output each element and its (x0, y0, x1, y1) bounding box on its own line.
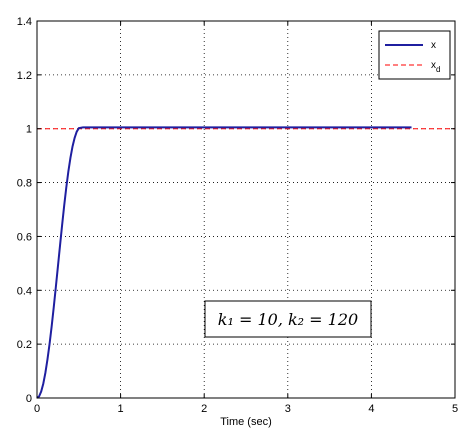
y-tick-label: 0.4 (17, 285, 32, 297)
annotation: k₁ = 10, k₂ = 120 (204, 300, 372, 338)
annotation-box (204, 300, 372, 338)
x-tick-label: 2 (201, 403, 207, 415)
x-tick-label: 1 (118, 403, 124, 415)
y-tick-labels: 0 0.2 0.4 0.6 0.8 1 1.2 1.4 (17, 16, 32, 405)
legend-label-x: x (431, 40, 436, 51)
x-axis-label: Time (sec) (220, 416, 272, 428)
legend: x xd (378, 30, 451, 80)
y-tick-label: 0.2 (17, 339, 32, 351)
y-tick-label: 1 (26, 124, 32, 136)
x-tick-label: 4 (368, 403, 374, 415)
tick-marks (36, 20, 456, 399)
x-tick-labels: 0 1 2 3 4 5 (34, 403, 458, 415)
y-tick-label: 0 (26, 393, 32, 405)
y-tick-label: 1.2 (17, 70, 32, 82)
annotation-text: k₁ = 10, k₂ = 120 (218, 310, 358, 329)
series-line-x (36, 126, 412, 399)
y-tick-label: 0.8 (17, 178, 32, 190)
x-tick-label: 5 (452, 403, 458, 415)
y-tick-label: 0.6 (17, 231, 32, 243)
legend-box (378, 30, 451, 80)
x-tick-label: 0 (34, 403, 40, 415)
legend-label-xd: xd (431, 60, 440, 74)
y-tick-label: 1.4 (17, 16, 32, 28)
x-tick-label: 3 (285, 403, 291, 415)
series-layer (36, 126, 455, 399)
axes-frame (36, 20, 456, 399)
